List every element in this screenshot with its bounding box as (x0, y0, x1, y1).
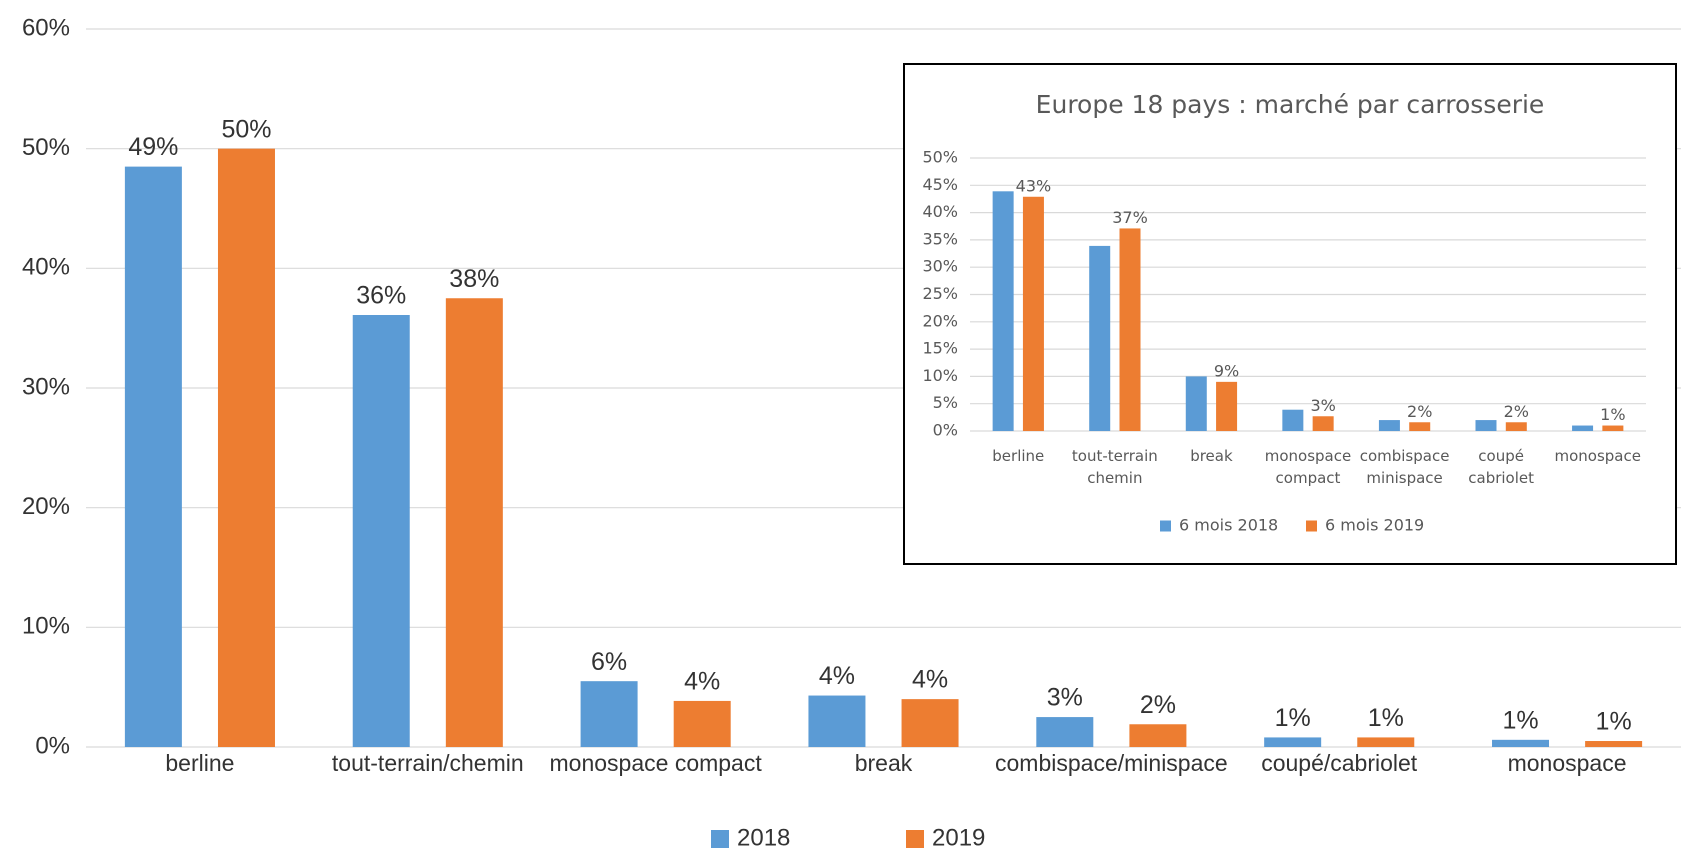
bar (1036, 717, 1094, 747)
legend-swatch (906, 830, 924, 848)
bar (901, 699, 959, 747)
x-tick-label: monospace compact (550, 750, 763, 776)
bar (1505, 422, 1527, 431)
data-label: 1% (1600, 405, 1625, 424)
y-tick-label: 30% (922, 257, 958, 276)
legend-label: 6 mois 2019 (1325, 516, 1424, 535)
bar (1089, 245, 1111, 431)
data-label: 4% (819, 662, 855, 690)
bar (1119, 228, 1141, 431)
bar (1378, 420, 1400, 431)
bar (992, 191, 1014, 431)
y-tick-label: 45% (922, 175, 958, 194)
data-label: 38% (449, 265, 499, 293)
data-label: 37% (1112, 208, 1148, 227)
x-tick-label: tout-terrain chemin (1072, 447, 1158, 487)
bar (1409, 422, 1431, 431)
data-label: 43% (1016, 176, 1052, 195)
bar (1585, 741, 1643, 747)
x-tick-label: break (1190, 447, 1233, 465)
data-label: 2% (1407, 402, 1432, 421)
y-tick-label: 40% (922, 202, 958, 221)
bar (217, 148, 275, 747)
x-tick-label: berline (992, 447, 1044, 465)
bar (1312, 416, 1334, 431)
data-label: 2% (1504, 402, 1529, 421)
y-tick-label: 5% (933, 393, 958, 412)
bar (1264, 737, 1322, 747)
x-tick-label: monospace compact (1265, 447, 1351, 487)
bar (1185, 376, 1207, 431)
y-tick-label: 60% (22, 14, 70, 41)
inset-frame (903, 63, 1677, 565)
legend-swatch (711, 830, 729, 848)
x-tick-label: coupé/cabriolet (1261, 750, 1418, 776)
bar (1475, 420, 1497, 431)
bar (1129, 724, 1187, 747)
inset-chart: Europe 18 pays : marché par carrosserie 0… (903, 63, 1677, 565)
bar (1216, 381, 1238, 431)
bar (1357, 737, 1415, 747)
y-tick-label: 35% (922, 229, 958, 248)
bar (1282, 409, 1304, 431)
bar (352, 315, 410, 747)
legend-swatch (1160, 520, 1171, 532)
y-tick-label: 0% (35, 732, 70, 759)
x-tick-label: tout-terrain/chemin (332, 750, 524, 776)
bar (673, 700, 731, 747)
data-label: 36% (356, 282, 406, 310)
y-tick-label: 0% (933, 421, 958, 440)
bar (1022, 196, 1044, 431)
y-tick-label: 10% (22, 613, 70, 640)
data-label: 1% (1596, 708, 1632, 736)
bar (1572, 425, 1594, 431)
x-tick-label: combispace/minispace (995, 750, 1228, 776)
data-label: 3% (1310, 396, 1335, 415)
legend-swatch (1306, 520, 1317, 532)
chart-title: Europe 18 pays : marché par carrosserie (1036, 90, 1545, 119)
data-label: 1% (1275, 704, 1311, 732)
data-label: 49% (128, 133, 178, 161)
legend-label: 2019 (932, 824, 985, 851)
y-tick-label: 20% (22, 493, 70, 520)
data-label: 4% (684, 668, 720, 696)
bar (445, 298, 503, 747)
bar (1602, 425, 1624, 431)
legend-label: 2018 (737, 824, 790, 851)
y-tick-label: 20% (922, 311, 958, 330)
y-tick-label: 30% (22, 373, 70, 400)
data-label: 9% (1214, 361, 1239, 380)
data-label: 4% (912, 666, 948, 694)
y-tick-label: 15% (922, 339, 958, 358)
data-label: 1% (1368, 704, 1404, 732)
main-chart: 0% 10% 20% 30% 40% 50% 60% berline 49% 50% tout-te… (22, 14, 1681, 851)
data-label: 2% (1140, 691, 1176, 719)
bar (1492, 739, 1550, 747)
y-tick-label: 25% (922, 284, 958, 303)
y-tick-label: 50% (22, 134, 70, 161)
x-tick-label: monospace (1554, 447, 1640, 465)
x-tick-label: berline (165, 750, 234, 776)
bar (124, 166, 182, 747)
y-tick-label: 40% (22, 254, 70, 281)
bar (808, 695, 866, 747)
data-label: 50% (221, 115, 271, 143)
bar (580, 681, 638, 747)
x-tick-label: combispace minispace (1360, 447, 1450, 487)
data-label: 6% (591, 648, 627, 676)
x-tick-label: coupé cabriolet (1468, 447, 1534, 487)
data-label: 3% (1047, 684, 1083, 712)
y-tick-label: 50% (922, 148, 958, 167)
x-tick-label: monospace (1508, 750, 1627, 776)
x-tick-label: break (855, 750, 913, 776)
y-tick-label: 10% (922, 366, 958, 385)
legend-label: 6 mois 2018 (1179, 516, 1278, 535)
data-label: 1% (1502, 706, 1538, 734)
